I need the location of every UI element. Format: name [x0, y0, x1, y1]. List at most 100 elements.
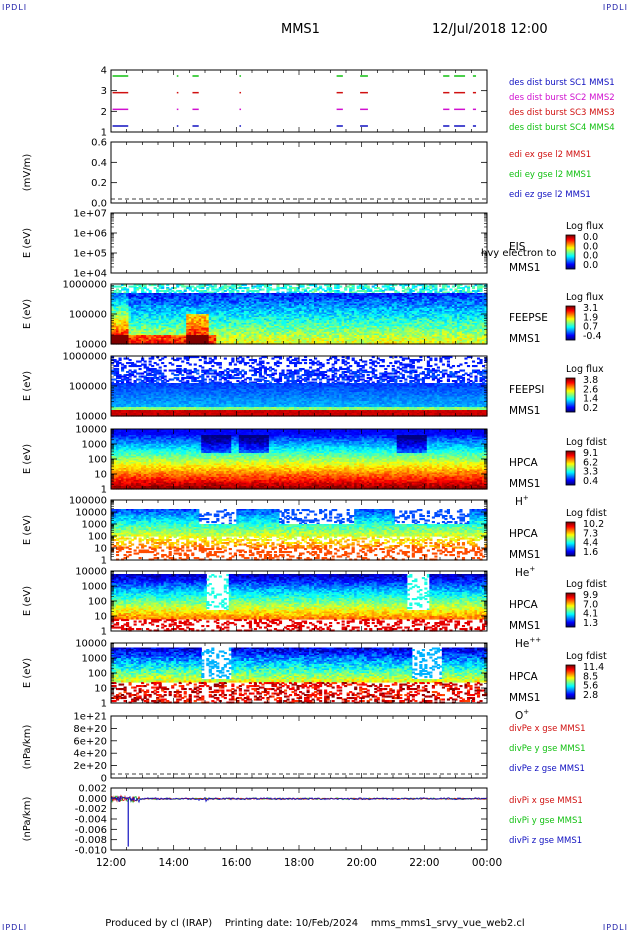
edi-ytick-label: 0.6 [91, 138, 107, 149]
feepse-colorbar-tick: 0.7 [583, 322, 598, 333]
divpi-ytick-label: 0.000 [78, 794, 107, 805]
feepsi-colorbar-title: Log flux [566, 364, 604, 375]
corner-mark-top-left: IPDLI [2, 3, 27, 12]
hpca_hepp-ytick-label: 10 [94, 612, 107, 623]
hpca_o-colorbar-title: Log fdist [566, 651, 607, 662]
hpca_o-colorbar-tick: 2.8 [583, 690, 598, 701]
divpi-ytick-label: -0.008 [75, 835, 107, 846]
corner-mark-top-right: IPDLI [603, 3, 628, 12]
divpe-legend-entry: divPe y gse MMS1 [509, 744, 586, 754]
hpca_hepp-colorbar-tick: 7.0 [583, 599, 598, 610]
footer-filename: mms_mms1_srvy_vue_web2.cl [371, 918, 525, 929]
eis-colorbar-tick: 0.0 [583, 232, 598, 243]
x-tick-label: 22:00 [409, 857, 439, 869]
spacecraft-title: MMS1 [281, 22, 320, 37]
divpi-legend-entry: divPi z gse MMS1 [509, 836, 582, 846]
hpca_h-species-label: H+ [515, 494, 529, 508]
hpca_o-colorbar-tick: 5.6 [583, 681, 598, 692]
hpca_he-colorbar-tick: 7.3 [583, 528, 598, 539]
hpca_hepp-ytick-label: 10000 [75, 567, 107, 578]
eis-spacecraft-label: MMS1 [509, 262, 540, 274]
hpca_he-spacecraft-label: MMS1 [509, 549, 540, 561]
divpi-ytick-label: -0.010 [75, 846, 107, 857]
feepse-instrument-label: FEEPSE [509, 312, 548, 324]
hpca_he-species-label: He+ [515, 565, 535, 579]
hpca_hepp-ytick-label: 1 [101, 627, 107, 638]
divpi-ytick-label: -0.004 [75, 815, 107, 826]
hpca_he-spectrogram-cells [111, 509, 488, 561]
hpca_he-ytick-label: 100 [88, 532, 107, 543]
edi-ylabel: (mV/m) [22, 154, 33, 192]
x-tick-label: 20:00 [347, 857, 377, 869]
hpca_h-spectrogram-cells [111, 429, 488, 490]
divpe-ytick-label: 1e+21 [73, 712, 107, 723]
feepse-ytick-label: 10000 [75, 340, 107, 351]
feepsi-spectrogram-cells [111, 356, 488, 417]
feepse-ytick-label: 100000 [69, 310, 107, 321]
burst-legend-entry: des dist burst SC3 MMS3 [509, 108, 615, 118]
feepse-colorbar-tick: -0.4 [583, 331, 602, 342]
edi-ytick-label: 0.4 [91, 158, 107, 169]
eis-colorbar-tick: 0.0 [583, 260, 598, 271]
burst-ytick-label: 2 [101, 107, 107, 118]
divpe-ytick-label: 2e+20 [73, 761, 107, 772]
hpca_h-ytick-label: 10 [94, 470, 107, 481]
hpca_h-species-charge: + [523, 494, 529, 502]
eis-instrument-label: EIS [509, 241, 526, 253]
divpe-ytick-label: 6e+20 [73, 736, 107, 747]
feepse-colorbar-tick: 1.9 [583, 312, 598, 323]
hpca_h-colorbar-tick: 9.1 [583, 448, 598, 459]
hpca_he-colorbar-tick: 1.6 [583, 547, 598, 558]
feepsi-ytick-label: 10000 [75, 412, 107, 423]
divpe-ytick-label: 8e+20 [73, 724, 107, 735]
feepsi-colorbar-tick: 2.6 [583, 384, 598, 395]
hpca_hepp-instrument-label: HPCA [509, 599, 539, 611]
hpca_he-colorbar-title: Log fdist [566, 508, 607, 519]
hpca_hepp-colorbar-tick: 4.1 [583, 609, 598, 620]
footer-produced-by: Produced by cl (IRAP) [105, 918, 212, 929]
divpi-ytick-label: -0.006 [75, 825, 107, 836]
feepsi-ylabel: E (eV) [22, 371, 33, 401]
divpe-ylabel: (nPa/km) [22, 725, 33, 770]
hpca_o-ytick-label: 1 [101, 699, 107, 710]
feepse-ylabel: E (eV) [22, 299, 33, 329]
hpca_h-ylabel: E (eV) [22, 444, 33, 474]
divpi-ylabel: (nPa/km) [22, 797, 33, 842]
feepse-colorbar-tick: 3.1 [583, 303, 598, 314]
burst-legend-entry: des dist burst SC4 MMS4 [509, 123, 615, 133]
divpe-legend-entry: divPe z gse MMS1 [509, 764, 585, 774]
hpca_h-spacecraft-label: MMS1 [509, 478, 540, 490]
divpi-ytick-label: 0.002 [78, 784, 107, 795]
hpca_o-species-label: O+ [515, 708, 529, 722]
feepse-spacecraft-label: MMS1 [509, 333, 540, 345]
feepsi-ytick-label: 100000 [69, 382, 107, 393]
burst-legend-entry: des dist burst SC2 MMS2 [509, 93, 615, 103]
corner-mark-bottom-left: IPDLI [2, 923, 27, 932]
eis-ytick-label: 1e+06 [73, 229, 107, 240]
hpca_he-ytick-label: 1000 [82, 520, 107, 531]
divpe-frame [110, 715, 488, 779]
x-tick-label: 14:00 [159, 857, 189, 869]
hpca_h-colorbar-tick: 3.3 [583, 467, 598, 478]
hpca_hepp-ytick-label: 100 [88, 597, 107, 608]
edi-ytick-label: 0.2 [91, 178, 107, 189]
hpca_he-ytick-label: 10000 [75, 508, 107, 519]
hpca_h-ytick-label: 1000 [82, 440, 107, 451]
hpca_o-instrument-label: HPCA [509, 671, 539, 683]
edi-ytick-label: 0.0 [91, 199, 107, 210]
hpca_h-colorbar-tick: 0.4 [583, 476, 598, 487]
feepse-spectrogram-cells [111, 284, 488, 345]
feepsi-ytick-label: 1000000 [62, 352, 107, 363]
hpca_hepp-spacecraft-label: MMS1 [509, 620, 540, 632]
eis-ytick-label: 1e+07 [73, 209, 107, 220]
feepse-colorbar-title: Log flux [566, 292, 604, 303]
x-tick-label: 00:00 [472, 857, 502, 869]
hpca_hepp-colorbar-tick: 1.3 [583, 618, 598, 629]
hpca_he-ytick-label: 10 [94, 544, 107, 555]
